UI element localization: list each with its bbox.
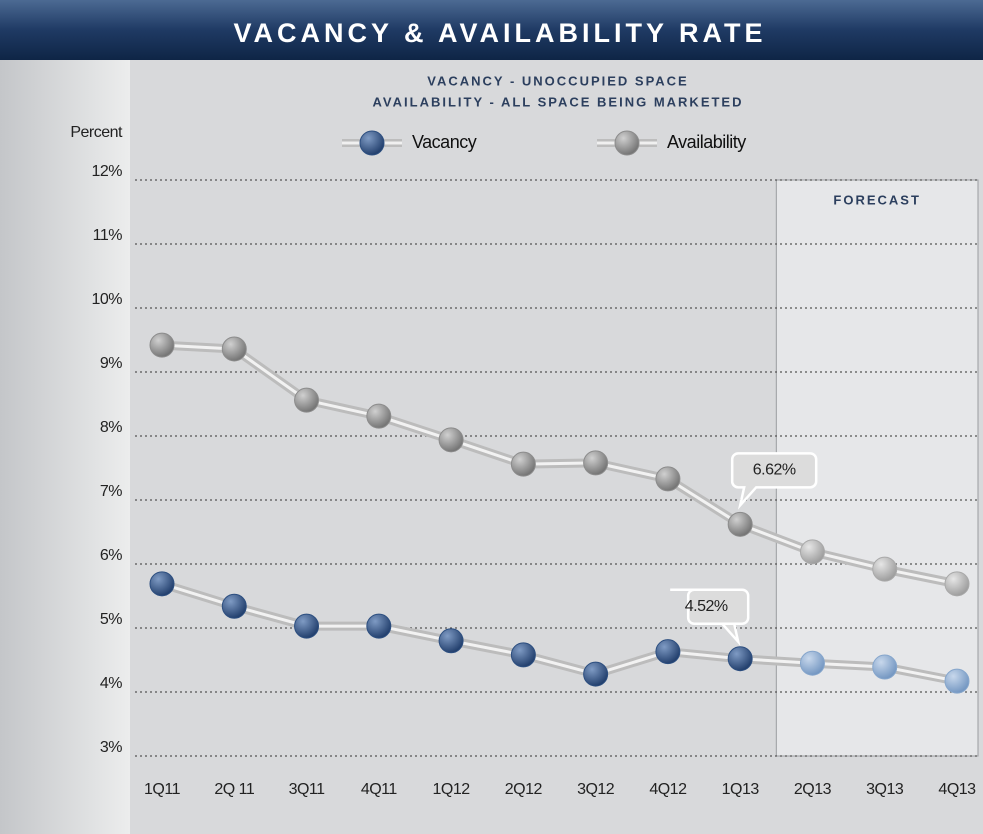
chart-title: VACANCY & AVAILABILITY RATE (233, 18, 766, 48)
legend-label: Vacancy (412, 132, 477, 152)
data-point (655, 466, 681, 492)
x-tick-label: 3Q13 (866, 781, 904, 798)
x-tick-label: 2Q12 (505, 781, 543, 798)
y-tick-label: 5% (100, 611, 122, 628)
forecast-label: FORECAST (833, 192, 921, 207)
data-point (872, 654, 898, 680)
y-tick-label: 7% (100, 483, 122, 500)
data-point (294, 613, 320, 639)
data-point (944, 668, 970, 694)
data-point (510, 642, 536, 668)
data-point (655, 639, 681, 665)
y-tick-label: 3% (100, 739, 122, 756)
data-point (510, 451, 536, 477)
data-point (872, 556, 898, 582)
y-tick-label: 8% (100, 419, 122, 436)
data-point (438, 427, 464, 453)
subtitle: AVAILABILITY - ALL SPACE BEING MARKETED (373, 94, 744, 109)
x-tick-label: 4Q12 (649, 781, 687, 798)
x-tick-label: 4Q13 (938, 781, 976, 798)
data-point (221, 593, 247, 619)
x-tick-label: 1Q13 (722, 781, 760, 798)
data-point (799, 539, 825, 565)
legend-label: Availability (667, 132, 746, 152)
x-tick-label: 2Q13 (794, 781, 832, 798)
legend-swatch (614, 130, 640, 156)
y-tick-label: 10% (91, 291, 122, 308)
y-tick-label: 4% (100, 675, 122, 692)
data-point (294, 387, 320, 413)
y-tick-label: 12% (91, 163, 122, 180)
x-tick-label: 4Q11 (361, 781, 398, 798)
x-tick-label: 3Q12 (577, 781, 615, 798)
side-panel (0, 60, 130, 834)
subtitle: VACANCY - UNOCCUPIED SPACE (427, 73, 688, 88)
y-tick-label: 11% (93, 227, 123, 244)
data-point (149, 332, 175, 358)
data-point (583, 450, 609, 476)
x-tick-label: 3Q11 (289, 781, 326, 798)
header-bar (0, 0, 983, 60)
data-point (727, 646, 753, 672)
legend-swatch (359, 130, 385, 156)
data-point (221, 336, 247, 362)
y-axis-label: Percent (70, 124, 123, 141)
x-tick-label: 1Q12 (433, 781, 471, 798)
y-tick-label: 6% (100, 547, 122, 564)
data-label: 6.62% (753, 462, 796, 479)
x-tick-label: 1Q11 (144, 781, 181, 798)
data-label: 4.52% (685, 598, 728, 615)
y-tick-label: 9% (100, 355, 122, 372)
x-tick-label: 2Q 11 (214, 781, 255, 798)
callout (730, 452, 818, 510)
data-point (366, 613, 392, 639)
data-point (944, 571, 970, 597)
data-point (583, 661, 609, 687)
data-point (727, 511, 753, 537)
callout (670, 588, 750, 647)
data-point (799, 650, 825, 676)
data-point (149, 571, 175, 597)
data-point (438, 628, 464, 654)
data-point (366, 403, 392, 429)
